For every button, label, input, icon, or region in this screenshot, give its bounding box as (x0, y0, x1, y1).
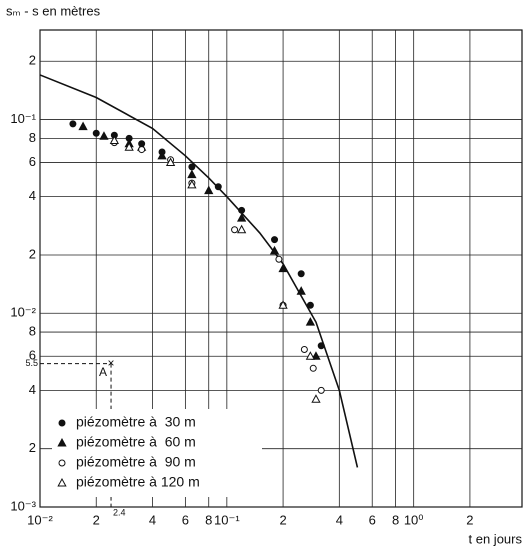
data-point (188, 163, 196, 171)
x-tick-label: 6 (182, 512, 189, 527)
data-point (165, 157, 176, 167)
legend-label: piézomètre à 120 m (76, 474, 200, 490)
y-tick-label: 8 (29, 323, 36, 338)
y-tick-label: 10⁻³ (10, 498, 36, 513)
data-point (305, 317, 316, 326)
x-tick-label: 2 (466, 512, 473, 527)
annotation-label: A (99, 365, 107, 379)
data-point (305, 351, 316, 360)
x-axis-label: t en jours (469, 531, 523, 546)
y-tick-label: 4 (29, 382, 36, 397)
data-point (317, 342, 325, 350)
data-point (157, 150, 167, 160)
legend-marker (57, 477, 67, 487)
data-point (92, 129, 100, 137)
legend-box (52, 409, 262, 497)
y-tick-label: 8 (29, 130, 36, 145)
data-point (297, 270, 305, 278)
data-point (278, 300, 288, 309)
y-tick-label: 6 (29, 348, 36, 363)
data-point (269, 245, 280, 255)
legend-label: piézomètre à 90 m (76, 454, 196, 470)
y-tick-label: 2 (29, 246, 36, 261)
data-point (138, 146, 146, 154)
data-point (311, 394, 321, 403)
data-point (109, 135, 119, 144)
data-point (78, 121, 88, 131)
data-point (306, 301, 314, 309)
x-tick-label: 10⁰ (404, 512, 424, 527)
legend-marker (58, 419, 66, 427)
x-tick-label: 8 (392, 512, 399, 527)
data-point (99, 131, 109, 140)
data-point (214, 183, 222, 191)
data-point (300, 346, 308, 354)
x-tick-label: 8 (205, 512, 212, 527)
data-point (296, 286, 306, 295)
data-point (124, 142, 134, 151)
legend-label: piézomètre à 60 m (76, 434, 196, 450)
data-point (238, 206, 246, 214)
y-tick-label: 6 (29, 154, 36, 169)
y-tick-label: 10⁻² (10, 305, 36, 320)
x-tick-label: 10⁻² (27, 512, 53, 527)
data-point (204, 185, 214, 195)
annotation-x-label: 2.4 (113, 507, 126, 517)
x-tick-label: 2 (93, 512, 100, 527)
legend-marker (57, 437, 67, 447)
x-tick-label: 2 (279, 512, 286, 527)
data-point (275, 255, 283, 263)
y-tick-label: 2 (29, 440, 36, 455)
x-tick-label: 6 (369, 512, 376, 527)
data-point (236, 224, 247, 234)
data-point (231, 226, 239, 234)
legend-marker (58, 459, 66, 467)
data-point (187, 179, 197, 189)
data-point (278, 263, 288, 273)
data-point (69, 120, 77, 128)
x-tick-label: 10⁻¹ (214, 512, 240, 527)
legend-label: piézomètre à 30 m (76, 414, 196, 430)
data-point (309, 364, 317, 372)
y-axis-label: sₘ - s en mètres (6, 3, 101, 18)
data-point (311, 351, 321, 360)
y-tick-label: 4 (29, 188, 36, 203)
x-tick-label: 4 (149, 512, 156, 527)
y-tick-label: 10⁻¹ (10, 111, 36, 126)
data-point (236, 213, 247, 222)
data-point (271, 236, 279, 244)
x-tick-label: 4 (336, 512, 343, 527)
data-point (317, 386, 325, 394)
annotation-point: × (108, 356, 115, 370)
annotation-y-label: 5.5 (25, 358, 38, 368)
y-tick-label: 2 (29, 53, 36, 68)
data-point (187, 169, 197, 179)
